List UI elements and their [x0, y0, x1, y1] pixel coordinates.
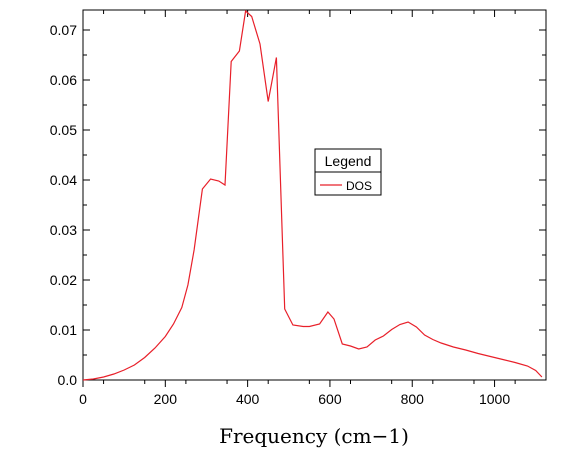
- legend-title: Legend: [325, 153, 372, 169]
- y-tick-label: 0.07: [50, 22, 77, 38]
- y-axis: 0.0 0.01 0.02 0.03 0.04 0.05 0.06 0.07: [50, 22, 546, 388]
- x-tick-label: 1000: [479, 391, 510, 407]
- y-tick-label: 0.01: [50, 322, 77, 338]
- x-tick-label: 200: [154, 391, 178, 407]
- x-tick-label: 400: [236, 391, 260, 407]
- x-tick-label: 600: [318, 391, 342, 407]
- x-tick-label: 800: [401, 391, 425, 407]
- y-tick-label: 0.06: [50, 72, 77, 88]
- y-tick-label: 0.03: [50, 222, 77, 238]
- dos-series-line: [82, 9, 543, 381]
- y-tick-label: 0.02: [50, 272, 77, 288]
- x-axis-label: Frequency (cm−1): [219, 424, 409, 448]
- legend: Legend DOS: [314, 148, 382, 196]
- legend-entry-dos: DOS: [346, 179, 372, 193]
- y-tick-label: 0.0: [58, 372, 78, 388]
- x-axis: 0 200 400 600 800 1000: [79, 10, 516, 407]
- y-tick-label: 0.04: [50, 172, 77, 188]
- y-tick-label: 0.05: [50, 122, 77, 138]
- plot-frame: [82, 9, 547, 381]
- x-tick-label: 0: [79, 391, 87, 407]
